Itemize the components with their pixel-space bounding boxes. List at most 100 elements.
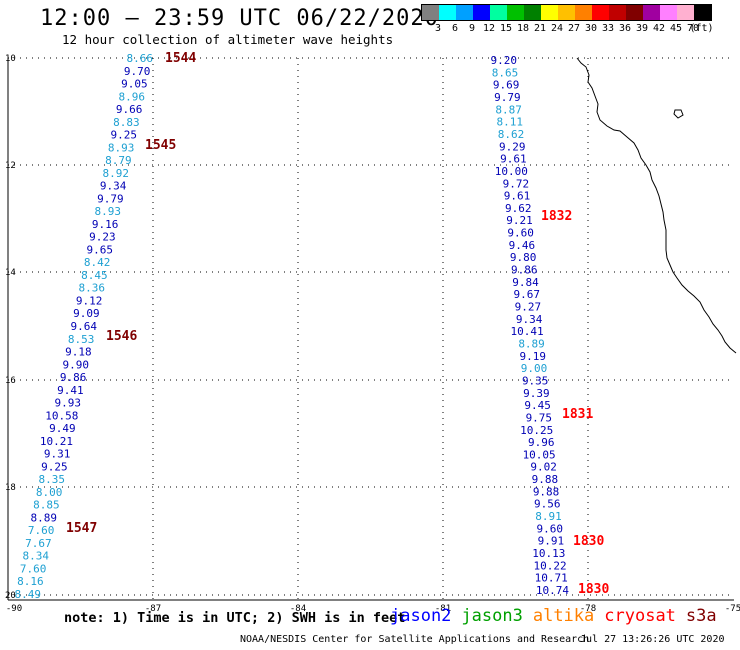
wave-height-value: 9.46 [509,239,536,252]
wave-height-value: 9.45 [524,399,551,412]
track-east: 9.208.659.699.798.878.118.629.299.6110.0… [491,54,610,597]
wave-height-value: 7.67 [25,537,52,550]
wave-height-value: 9.67 [513,288,540,301]
pass-time-label: 1545 [145,138,176,153]
wave-height-value: 9.21 [506,214,533,227]
wave-height-value: 8.34 [23,550,50,563]
scale-swatch [524,5,541,20]
wave-height-value: 8.89 [518,337,545,350]
axis-frame [7,58,734,601]
lon-tick-label: -78 [580,604,596,614]
scale-swatch [422,5,439,20]
pass-time-label: 1546 [106,329,137,344]
wave-height-value: 9.00 [521,362,548,375]
wave-height-value: 9.35 [522,374,549,387]
wave-height-value: 9.23 [89,231,116,244]
scale-label: 21 [533,23,547,34]
wave-height-value: 9.91 [538,535,565,548]
scale-label: 36 [618,23,632,34]
scale-swatch [660,5,677,20]
wave-height-value: 9.12 [76,294,103,307]
wave-height-value: 8.49 [15,588,42,601]
grid-lines [8,57,734,600]
wave-height-value: 9.69 [493,79,520,92]
wave-height-value: 9.62 [505,202,532,215]
scale-swatch [694,5,711,20]
wave-height-value: 10.41 [510,325,543,338]
wave-height-value: 9.27 [515,301,542,314]
generated-timestamp: Jul 27 13:26:26 UTC 2020 [580,634,725,645]
pass-time-label: 1547 [66,521,97,536]
scale-swatch [473,5,490,20]
wave-height-value: 9.29 [499,140,526,153]
wave-height-value: 8.36 [79,282,106,295]
wave-height-value: 9.70 [124,65,151,78]
wave-height-value: 10.58 [45,409,78,422]
wave-height-value: 9.66 [116,103,143,116]
wave-height-value: 9.84 [512,276,539,289]
wave-height-value: 9.02 [530,461,557,474]
wave-height-value: 10.00 [495,165,528,178]
wave-height-value: 8.62 [498,128,525,141]
wave-height-value: 9.79 [97,192,124,205]
wave-height-value: 8.65 [492,66,519,79]
wave-height-value: 9.90 [63,358,90,371]
satellite-label-cryosat: cryosat [604,606,676,626]
wave-height-value: 9.25 [41,460,68,473]
wave-height-value: 9.19 [520,350,547,363]
credit-line: NOAA/NESDIS Center for Satellite Applica… [240,634,590,645]
wave-height-value: 8.87 [495,103,522,116]
wave-height-value: 9.05 [121,78,148,91]
scale-label: 15 [499,23,513,34]
wave-height-value: 9.65 [87,243,114,256]
scale-swatch [541,5,558,20]
wave-height-value: 9.34 [516,313,543,326]
wave-height-value: 10.13 [532,547,565,560]
wave-height-value: 10.21 [40,435,73,448]
wave-height-value: 9.61 [504,190,531,203]
wave-height-value: 8.91 [535,510,562,523]
scale-swatch [490,5,507,20]
wave-height-value: 8.93 [95,205,122,218]
wave-height-value: 9.88 [533,485,560,498]
island-outline [673,109,684,119]
wave-height-value: 9.09 [73,307,100,320]
lat-tick-label: 18 [5,483,16,493]
scale-label: 45 [669,23,683,34]
lon-tick-label: -81 [435,604,451,614]
wave-height-value: 9.86 [511,264,538,277]
scale-swatch [507,5,524,20]
wave-height-value: 8.42 [84,256,111,269]
lon-tick-label: -75 [725,604,740,614]
scale-swatch [575,5,592,20]
wave-height-value: 9.86 [60,371,87,384]
wave-height-value: 8.93 [108,141,135,154]
satellite-legend: jason2 jason3 altika cryosat s3a [390,606,727,626]
scale-swatch [439,5,456,20]
wave-height-value: 8.85 [33,499,60,512]
scale-label: 27 [567,23,581,34]
satellite-label-altika: altika [532,606,595,626]
scale-label: 24 [550,23,564,34]
scale-label: 6 [451,23,459,34]
map-title: 12:00 – 23:59 UTC 06/22/2020 [40,6,439,31]
wave-height-value: 9.34 [100,180,127,193]
wave-height-value: 9.18 [65,346,92,359]
scale-label: (ft) [689,23,714,34]
wave-height-value: 8.83 [113,116,140,129]
wave-height-value: 8.11 [497,116,524,129]
lon-tick-label: -90 [6,604,22,614]
wave-height-value: 9.61 [500,153,527,166]
wave-height-value: 9.31 [44,448,71,461]
scale-swatch [643,5,660,20]
footnote: note: 1) Time is in UTC; 2) SWH is in fe… [64,610,406,626]
wave-height-value: 9.93 [55,397,82,410]
color-scale-labels: 3 6 9 12 15 18 21 24 27 30 33 36 39 42 45 70 (ft) [421,21,714,37]
wave-height-value: 10.05 [523,448,556,461]
wave-height-value: 10.22 [533,559,566,572]
scale-label: 18 [516,23,530,34]
scale-swatch [456,5,473,20]
wave-height-value: 9.79 [494,91,521,104]
pass-time-label: 1544 [165,51,196,66]
wave-height-value: 9.25 [111,129,138,142]
